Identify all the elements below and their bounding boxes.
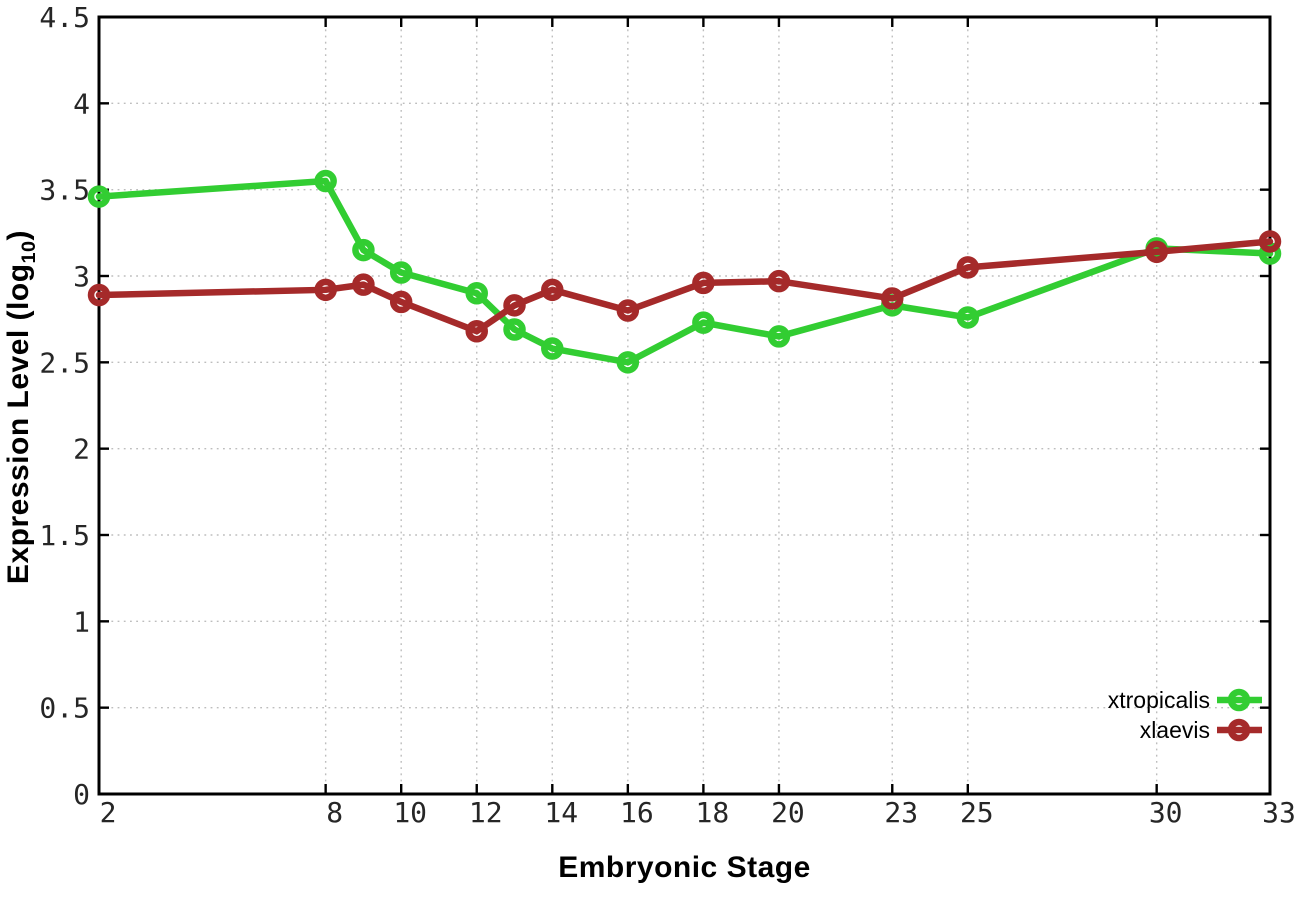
y-axis-title-suffix: ) (2, 229, 35, 241)
series-line-xtropicalis (95, 177, 1274, 366)
data-marker-xlaevis (87, 283, 111, 307)
x-tick-label: 2 (100, 796, 117, 829)
data-marker-xtropicalis (503, 318, 526, 341)
data-marker-xtropicalis (352, 238, 375, 262)
data-marker-xlaevis (389, 290, 413, 314)
legend-sample-marker-xlaevis (1227, 718, 1251, 742)
y-axis-title-text: Expression Level (log (2, 263, 35, 585)
y-tick-label: 3 (73, 260, 90, 293)
data-marker-xlaevis (616, 299, 640, 322)
y-axis-title-subscript: 10 (17, 240, 40, 264)
legend-label-xtropicalis: xtropicalis (1108, 687, 1210, 713)
data-marker-xtropicalis (314, 169, 337, 193)
x-tick-label: 33 (1262, 796, 1296, 829)
y-tick-label: 1 (73, 605, 90, 638)
data-marker-xlaevis (465, 320, 488, 343)
legend-label-xlaevis: xlaevis (1140, 717, 1210, 743)
data-marker-xlaevis (1145, 240, 1168, 264)
plot-border (97, 15, 1272, 796)
data-marker-xlaevis (503, 294, 526, 317)
y-axis-title: Expression Level (log10) (2, 157, 40, 657)
data-marker-xlaevis (541, 278, 564, 302)
y-tick-label: 4 (73, 87, 90, 120)
data-marker-xtropicalis (956, 306, 980, 329)
data-marker-xlaevis (352, 273, 375, 296)
x-tick-label: 8 (326, 796, 343, 829)
data-marker-xlaevis (692, 271, 715, 295)
y-tick-label: 0.5 (39, 692, 90, 725)
x-axis-title: Embryonic Stage (558, 851, 811, 884)
series-line-xlaevis (95, 238, 1274, 335)
data-marker-xtropicalis (1258, 242, 1282, 265)
y-tick-label: 0 (73, 778, 90, 811)
y-tick-label: 2.5 (39, 346, 90, 379)
x-tick-label: 14 (544, 796, 578, 829)
x-tick-label: 30 (1149, 796, 1183, 829)
y-tick-label: 2 (73, 433, 90, 466)
data-marker-xtropicalis (616, 351, 640, 374)
data-marker-xlaevis (881, 287, 904, 310)
data-marker-xlaevis (767, 269, 791, 293)
data-marker-xlaevis (314, 278, 337, 302)
y-tick-label: 3.5 (39, 174, 90, 207)
data-marker-xtropicalis (389, 261, 413, 284)
y-tick-label: 1.5 (39, 519, 90, 552)
data-marker-xtropicalis (692, 311, 715, 334)
x-tick-label: 20 (771, 796, 805, 829)
x-tick-label: 18 (696, 796, 730, 829)
y-tick-label: 4.5 (39, 1, 90, 34)
data-marker-xlaevis (1258, 230, 1282, 253)
x-tick-label: 25 (960, 796, 994, 829)
data-marker-xtropicalis (465, 282, 488, 305)
x-tick-label: 12 (469, 796, 503, 829)
data-marker-xtropicalis (541, 337, 564, 360)
legend-sample-marker-xtropicalis (1227, 688, 1251, 712)
data-marker-xtropicalis (87, 185, 111, 208)
x-tick-label: 23 (884, 796, 918, 829)
x-tick-label: 10 (393, 796, 427, 829)
x-tick-label: 16 (620, 796, 654, 829)
data-marker-xtropicalis (767, 325, 791, 348)
data-marker-xlaevis (956, 256, 980, 279)
